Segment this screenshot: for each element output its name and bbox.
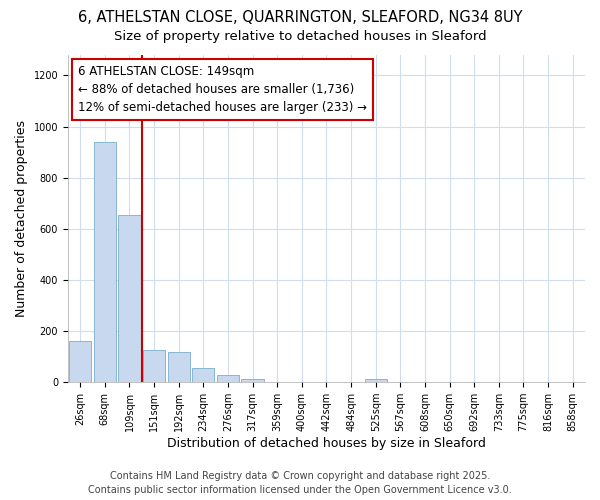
Bar <box>241 379 263 382</box>
Bar <box>192 368 214 382</box>
Bar <box>167 352 190 382</box>
Text: 6 ATHELSTAN CLOSE: 149sqm
← 88% of detached houses are smaller (1,736)
12% of se: 6 ATHELSTAN CLOSE: 149sqm ← 88% of detac… <box>78 65 367 114</box>
Y-axis label: Number of detached properties: Number of detached properties <box>15 120 28 317</box>
Text: Size of property relative to detached houses in Sleaford: Size of property relative to detached ho… <box>113 30 487 43</box>
Bar <box>365 379 387 382</box>
Bar <box>69 342 91 382</box>
Bar <box>118 215 140 382</box>
Bar <box>143 350 165 382</box>
Text: Contains HM Land Registry data © Crown copyright and database right 2025.
Contai: Contains HM Land Registry data © Crown c… <box>88 471 512 495</box>
Bar <box>94 142 116 382</box>
Bar <box>217 375 239 382</box>
X-axis label: Distribution of detached houses by size in Sleaford: Distribution of detached houses by size … <box>167 437 486 450</box>
Text: 6, ATHELSTAN CLOSE, QUARRINGTON, SLEAFORD, NG34 8UY: 6, ATHELSTAN CLOSE, QUARRINGTON, SLEAFOR… <box>78 10 522 25</box>
